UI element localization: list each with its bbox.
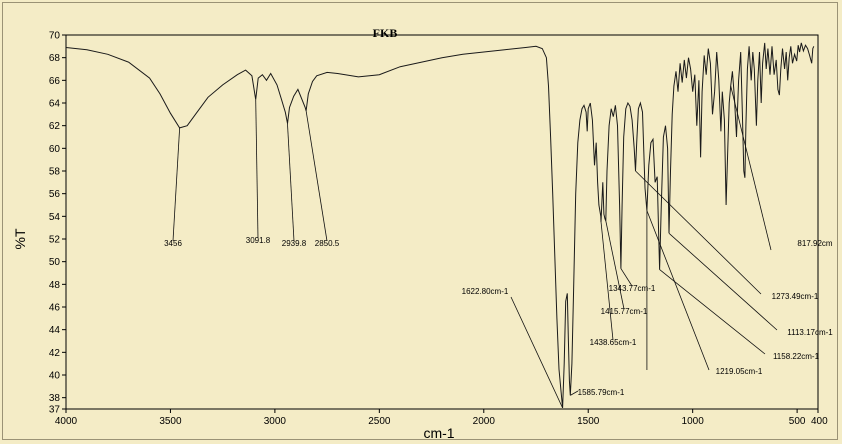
annotation-leader-line [659,269,766,355]
annotation-leader-line [600,221,614,341]
x-tick-label: 2000 [473,416,496,427]
annotation-leader-line [255,99,259,239]
peak-annotation-label: 817.92cm [797,239,832,248]
peak-annotations: 3456 3091.8 2939.8 2850.5 1622.80cm-1 1585.79… [164,85,833,409]
annotation-leader-line [730,85,772,251]
y-tick-label: 37 [49,405,61,416]
peak-annotation-label: 1622.80cm-1 [462,287,509,296]
y-tick-label: 68 [49,53,61,64]
annotation-leader-line [305,110,328,242]
y-tick-label: 70 [49,31,61,42]
peak-annotation-label: 2850.5 [315,239,340,248]
annotation-leader-line [172,127,181,242]
y-tick-label: 40 [49,371,61,382]
y-tick-label: 50 [49,257,61,268]
annotation-leader-line [510,296,563,409]
peak-annotation-label: 1415.77cm-1 [601,307,648,316]
y-tick-label: 48 [49,280,61,291]
y-tick-label: 58 [49,167,61,178]
x-axis: 4000 3500 3000 2500 2000 1500 1000 500 400 [55,409,828,427]
y-tick-label: 54 [49,212,61,223]
y-tick-label: 66 [49,76,61,87]
peak-annotation-label: 1219.05cm-1 [716,367,763,376]
plot-area [65,34,819,410]
y-tick-label: 62 [49,121,61,132]
peak-annotation-label: 1585.79cm-1 [578,388,625,397]
y-tick-label: 38 [49,393,61,404]
annotation-leader-line [287,123,295,242]
y-tick-label: 64 [49,99,61,110]
peak-annotation-label: 1158.22cm-1 [773,352,820,361]
chart-title: FKB [373,26,398,40]
peak-annotation-label: 1438.65cm-1 [590,338,637,347]
x-tick-label: 400 [811,416,828,427]
x-tick-label: 1000 [682,416,705,427]
x-tick-label: 3500 [159,416,182,427]
y-tick-label: 44 [49,325,61,336]
x-tick-label: 500 [789,416,806,427]
annotation-leader-line [570,390,579,396]
y-tick-label: 46 [49,303,61,314]
peak-annotation-label: 3091.8 [246,236,271,245]
annotation-leader-line [605,220,625,310]
peak-annotation-label: 1273.49cm-1 [772,292,819,301]
y-tick-label: 52 [49,235,61,246]
x-axis-title: cm-1 [423,425,454,441]
y-axis-title: %T [12,228,28,249]
x-tick-label: 3000 [264,416,287,427]
annotation-leader-line [635,170,762,295]
y-tick-label: 60 [49,144,61,155]
y-tick-label: 42 [49,348,61,359]
peak-annotation-label: 2939.8 [282,239,307,248]
peak-annotation-label: 1113.17cm-1 [787,328,833,337]
annotation-leader-line [620,268,633,287]
annotation-leader-line [646,210,710,371]
peak-annotation-label: 1343.77cm-1 [609,284,656,293]
y-tick-label: 56 [49,189,61,200]
peak-annotation-label: 3456 [164,239,182,248]
x-tick-label: 1500 [577,416,600,427]
x-tick-label: 4000 [55,416,78,427]
spectrum-series-line [65,42,815,408]
annotation-leader-line [668,233,778,331]
x-tick-label: 2500 [368,416,391,427]
